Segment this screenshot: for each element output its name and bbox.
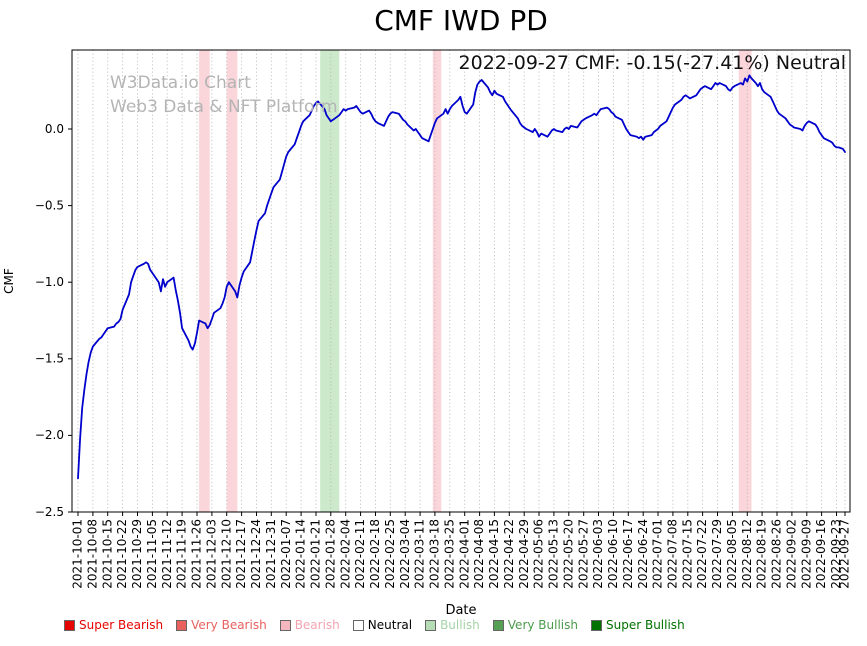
watermark-line1: W3Data.io Chart [110, 73, 251, 93]
x-tick-label: 2022-05-13 [547, 519, 561, 589]
x-tick-label: 2022-03-18 [427, 519, 441, 589]
x-tick-label: 2021-12-03 [204, 519, 218, 589]
x-tick-label: 2022-02-11 [353, 519, 367, 589]
x-tick-label: 2021-10-15 [100, 519, 114, 589]
x-tick-label: 2022-07-15 [680, 519, 694, 589]
x-axis-label: Date [445, 603, 477, 618]
x-tick-label: 2022-02-04 [338, 519, 352, 589]
x-tick-label: 2021-10-01 [71, 519, 85, 589]
legend-swatch-bullish [425, 619, 437, 631]
latest-value-annotation: 2022-09-27 CMF: -0.15(-27.41%) Neutral [458, 52, 846, 74]
legend-item-bullish: Bullish [425, 618, 480, 632]
legend-swatch-super-bullish [591, 619, 602, 631]
x-tick-label: 2022-03-25 [442, 519, 456, 589]
legend-label-very-bearish: Very Bearish [191, 618, 267, 632]
x-tick-label: 2022-09-16 [814, 519, 828, 589]
x-tick-label: 2022-01-28 [323, 519, 337, 589]
legend-item-bearish: Bearish [279, 618, 340, 632]
x-tick-label: 2022-04-29 [517, 519, 531, 589]
x-tick-label: 2022-07-29 [710, 519, 724, 589]
signal-band-bearish [432, 50, 442, 512]
legend-label-bearish: Bearish [294, 618, 340, 632]
x-tick-label: 2022-02-25 [383, 519, 397, 589]
x-tick-label: 2022-03-11 [413, 519, 427, 589]
legend-label-bullish: Bullish [440, 618, 480, 632]
x-tick-label: 2021-12-24 [249, 519, 263, 589]
x-tick-label: 2022-04-22 [502, 519, 516, 589]
x-tick-label: 2021-11-05 [145, 519, 159, 589]
x-tick-label: 2022-04-15 [487, 519, 501, 589]
x-tick-label: 2022-01-21 [309, 519, 323, 589]
legend-swatch-bearish [279, 619, 291, 631]
x-tick-label: 2022-01-07 [279, 519, 293, 589]
x-tick-label: 2022-01-14 [294, 519, 308, 589]
y-tick-label: 0.0 [45, 122, 64, 136]
x-tick-label: 2022-06-17 [621, 519, 635, 589]
x-tick-label: 2022-06-03 [591, 519, 605, 589]
x-tick-label: 2021-12-10 [219, 519, 233, 589]
legend-item-super-bullish: Super Bullish [591, 618, 685, 632]
x-tick-label: 2022-07-08 [666, 519, 680, 589]
x-tick-label: 2022-09-02 [785, 519, 799, 589]
legend-swatch-super-bearish [64, 619, 75, 631]
signal-band-bearish [226, 50, 238, 512]
legend-item-very-bearish: Very Bearish [176, 618, 267, 632]
watermark: W3Data.io Chart Web3 Data & NFT Platform [110, 71, 338, 119]
x-tick-label: 2021-11-19 [175, 519, 189, 589]
x-tick-label: 2022-07-01 [651, 519, 665, 589]
x-tick-label: 2021-10-22 [115, 519, 129, 589]
x-tick-label: 2022-07-22 [695, 519, 709, 589]
watermark-line2: Web3 Data & NFT Platform [110, 97, 338, 117]
y-tick-label: −1.0 [35, 275, 64, 289]
x-tick-label: 2022-05-06 [532, 519, 546, 589]
x-tick-label: 2022-08-26 [770, 519, 784, 589]
legend-swatch-neutral [352, 619, 364, 631]
x-tick-label: 2021-11-12 [160, 519, 174, 589]
x-tick-label: 2022-09-23 [829, 519, 843, 589]
legend-item-super-bearish: Super Bearish [64, 618, 163, 632]
legend-label-very-bullish: Very Bullish [507, 618, 578, 632]
x-tick-label: 2022-05-27 [576, 519, 590, 589]
x-tick-label: 2021-12-31 [264, 519, 278, 589]
y-axis-label: CMF [2, 268, 16, 294]
x-tick-label: 2022-04-01 [457, 519, 471, 589]
x-tick-label: 2021-10-08 [85, 519, 99, 589]
y-tick-label: −2.5 [35, 505, 64, 519]
x-tick-label: 2022-09-09 [799, 519, 813, 589]
legend-label-neutral: Neutral [367, 618, 413, 632]
x-tick-label: 2022-03-04 [398, 519, 412, 589]
y-tick-label: −2.0 [35, 428, 64, 442]
plot-frame [71, 49, 851, 513]
legend-label-super-bullish: Super Bullish [606, 618, 685, 632]
signal-band-bearish [738, 50, 752, 512]
legend-swatch-very-bullish [492, 619, 504, 631]
x-tick-label: 2022-08-19 [755, 519, 769, 589]
legend-swatch-very-bearish [176, 619, 188, 631]
legend-item-neutral: Neutral [352, 618, 413, 632]
x-tick-label: 2021-12-17 [234, 519, 248, 589]
signal-legend: Super Bearish Very Bearish Bearish Neutral B… [64, 618, 685, 632]
x-tick-label: 2022-04-08 [472, 519, 486, 589]
x-tick-label: 2022-02-18 [368, 519, 382, 589]
x-tick-label: 2022-08-05 [725, 519, 739, 589]
y-tick-label: −1.5 [35, 352, 64, 366]
legend-item-very-bullish: Very Bullish [492, 618, 578, 632]
cmf-line [77, 74, 846, 480]
legend-label-super-bearish: Super Bearish [79, 618, 164, 632]
x-tick-label: 2022-09-27 [838, 519, 852, 589]
signal-band-bearish [199, 50, 210, 512]
x-tick-label: 2021-11-26 [190, 519, 204, 589]
x-tick-label: 2022-05-20 [561, 519, 575, 589]
x-tick-label: 2021-10-29 [130, 519, 144, 589]
x-tick-label: 2022-06-24 [636, 519, 650, 589]
x-tick-label: 2022-06-10 [606, 519, 620, 589]
signal-band-bullish [320, 50, 340, 512]
chart-title: CMF IWD PD [374, 4, 548, 37]
y-tick-label: −0.5 [35, 198, 64, 212]
x-tick-label: 2022-08-12 [740, 519, 754, 589]
